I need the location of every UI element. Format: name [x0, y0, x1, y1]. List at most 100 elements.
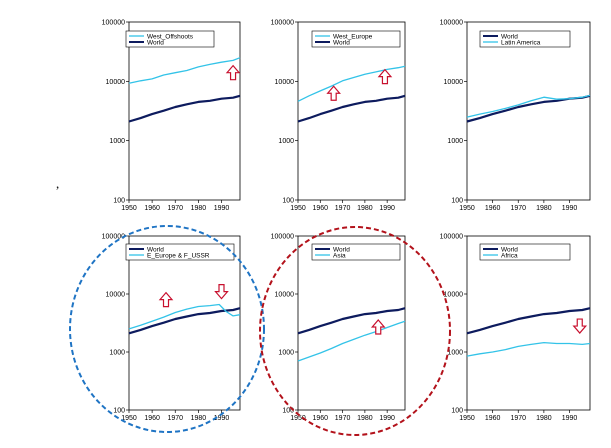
series-line-asia: [297, 320, 406, 362]
y-tick-label: 1000: [278, 350, 294, 357]
x-tick-label: 1960: [144, 415, 160, 422]
y-tick-label: 1000: [447, 350, 463, 357]
arrow-up-icon: [158, 291, 174, 308]
y-tick-label: 100000: [440, 20, 463, 27]
x-tick-label: 1980: [536, 415, 552, 422]
plot-frame: [466, 21, 591, 201]
x-tick-label: 1990: [562, 415, 578, 422]
y-tick-label: 100000: [271, 20, 294, 27]
highlight-circle-blue: [69, 225, 265, 433]
legend-box: [311, 243, 401, 261]
x-tick-label: 1960: [485, 205, 501, 212]
arrow-up-icon: [370, 319, 386, 335]
arrow-up-icon: [377, 68, 393, 85]
x-tick-label: 1960: [144, 205, 160, 212]
x-tick-label: 1980: [357, 415, 373, 422]
legend-label: World: [501, 246, 518, 253]
legend-label: E_Europe & F_USSR: [147, 252, 210, 259]
arrow-down-icon: [214, 283, 229, 300]
series-line-e-europe-f-ussr: [128, 303, 241, 330]
y-tick-label: 1000: [109, 350, 125, 357]
legend-label: West_Offshoots: [147, 33, 194, 40]
x-tick-label: 1980: [191, 205, 207, 212]
series-line-africa: [466, 341, 591, 357]
plot-frame: [128, 235, 241, 411]
y-tick-label: 10000: [444, 292, 464, 299]
legend-label: World: [333, 39, 350, 46]
x-tick-label: 1950: [290, 415, 306, 422]
x-tick-label: 1970: [335, 205, 351, 212]
x-tick-label: 1970: [335, 415, 351, 422]
series-line-latin-america: [466, 94, 591, 118]
legend-box: [125, 243, 235, 261]
x-tick-label: 1990: [379, 415, 395, 422]
x-tick-label: 1970: [167, 415, 183, 422]
arrow-down-icon: [572, 318, 588, 334]
x-tick-label: 1990: [379, 205, 395, 212]
x-tick-label: 1960: [313, 415, 329, 422]
legend-box: [125, 30, 215, 48]
x-tick-label: 1970: [510, 415, 526, 422]
x-tick-label: 1990: [214, 415, 230, 422]
legend-label: Asia: [333, 252, 346, 259]
series-line-west-offshoots: [128, 57, 241, 84]
y-tick-label: 10000: [275, 292, 295, 299]
y-tick-label: 1000: [278, 138, 294, 145]
series-line-world: [466, 94, 591, 123]
y-tick-label: 100000: [102, 20, 125, 27]
x-tick-label: 1950: [290, 205, 306, 212]
y-tick-label: 100: [282, 408, 294, 415]
y-tick-label: 100: [113, 408, 125, 415]
series-line-world: [297, 307, 406, 335]
y-tick-label: 1000: [109, 138, 125, 145]
y-tick-label: 10000: [106, 79, 126, 86]
x-tick-label: 1950: [459, 415, 475, 422]
arrow-up-icon: [326, 85, 341, 101]
y-tick-label: 100: [451, 198, 463, 205]
x-tick-label: 1990: [214, 205, 230, 212]
stray-comma-mark: ,: [56, 176, 60, 191]
series-line-world: [297, 94, 406, 123]
y-tick-label: 100: [451, 408, 463, 415]
legend-box: [479, 30, 571, 48]
x-tick-label: 1970: [510, 205, 526, 212]
legend-label: Africa: [501, 252, 518, 259]
x-tick-label: 1950: [459, 205, 475, 212]
y-tick-label: 10000: [106, 292, 126, 299]
plot-frame: [466, 235, 591, 411]
legend-label: World: [501, 33, 518, 40]
series-line-world: [466, 307, 591, 335]
y-tick-label: 100000: [271, 234, 294, 241]
y-tick-label: 100000: [440, 234, 463, 241]
legend-label: Latin America: [501, 39, 541, 46]
highlight-circle-red: [259, 226, 451, 436]
legend-label: West_Europe: [333, 33, 373, 40]
series-line-world: [128, 94, 241, 123]
legend-box: [311, 30, 401, 48]
x-tick-label: 1950: [121, 415, 137, 422]
x-tick-label: 1970: [167, 205, 183, 212]
y-tick-label: 100000: [102, 234, 125, 241]
x-tick-label: 1980: [536, 205, 552, 212]
plot-frame: [297, 21, 406, 201]
legend-label: World: [147, 246, 164, 253]
legend-box: [479, 243, 571, 261]
x-tick-label: 1990: [562, 205, 578, 212]
x-tick-label: 1960: [313, 205, 329, 212]
y-tick-label: 10000: [275, 79, 295, 86]
x-tick-label: 1960: [485, 415, 501, 422]
legend-label: World: [147, 39, 164, 46]
y-tick-label: 100: [113, 198, 125, 205]
series-line-world: [128, 307, 241, 335]
legend-label: World: [333, 246, 350, 253]
plot-frame: [128, 21, 241, 201]
arrow-up-icon: [225, 64, 241, 81]
y-tick-label: 10000: [444, 79, 464, 86]
